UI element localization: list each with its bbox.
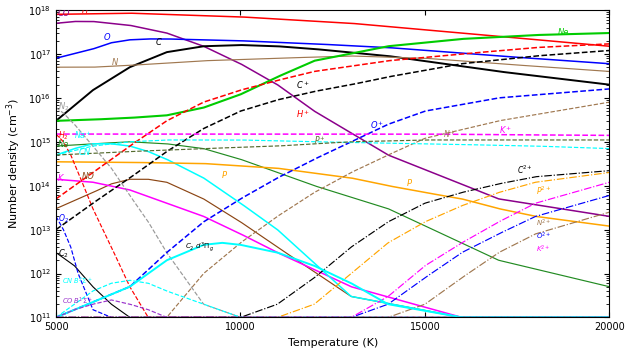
Text: C$_2$: C$_2$ [58,247,69,259]
Text: C$^{2+}$: C$^{2+}$ [517,164,533,176]
Text: K$^{2+}$: K$^{2+}$ [536,244,550,255]
Text: H$^+$: H$^+$ [296,108,309,120]
Text: NO: NO [82,172,95,181]
Text: CO $B^1\Sigma^+$: CO $B^1\Sigma^+$ [62,295,92,307]
Text: CN: CN [78,148,91,157]
Text: Na: Na [58,140,69,149]
Text: O$^{2+}$: O$^{2+}$ [536,231,551,242]
Text: P: P [222,171,227,180]
Text: K$^+$: K$^+$ [499,124,512,136]
Text: N$^+$: N$^+$ [443,128,456,140]
Text: C: C [155,38,162,47]
Text: P$^+$: P$^+$ [314,134,326,146]
Text: P: P [406,179,411,188]
Text: O$^+$: O$^+$ [370,119,384,131]
Text: CO: CO [58,8,70,18]
Text: K: K [58,174,64,183]
X-axis label: Temperature (K): Temperature (K) [287,338,378,348]
Text: N$_2$: N$_2$ [58,100,69,113]
Text: P$^{2+}$: P$^{2+}$ [536,185,551,197]
Text: H$_2$: H$_2$ [58,129,69,142]
Text: Ne: Ne [558,28,569,37]
Text: C$^+$: C$^+$ [296,79,309,91]
Text: O: O [104,33,111,42]
Text: CN $B^2\Sigma^+$: CN $B^2\Sigma^+$ [62,276,92,288]
Text: C$_2$ $d^3\Pi_g$: C$_2$ $d^3\Pi_g$ [185,240,214,254]
Text: N$^{2+}$: N$^{2+}$ [536,217,551,229]
Text: N: N [111,58,118,67]
Text: H: H [82,6,88,15]
Y-axis label: Number density (cm$^{-3}$): Number density (cm$^{-3}$) [4,98,23,229]
Text: Na$^+$: Na$^+$ [74,130,92,141]
Text: O$_2$: O$_2$ [58,213,69,225]
